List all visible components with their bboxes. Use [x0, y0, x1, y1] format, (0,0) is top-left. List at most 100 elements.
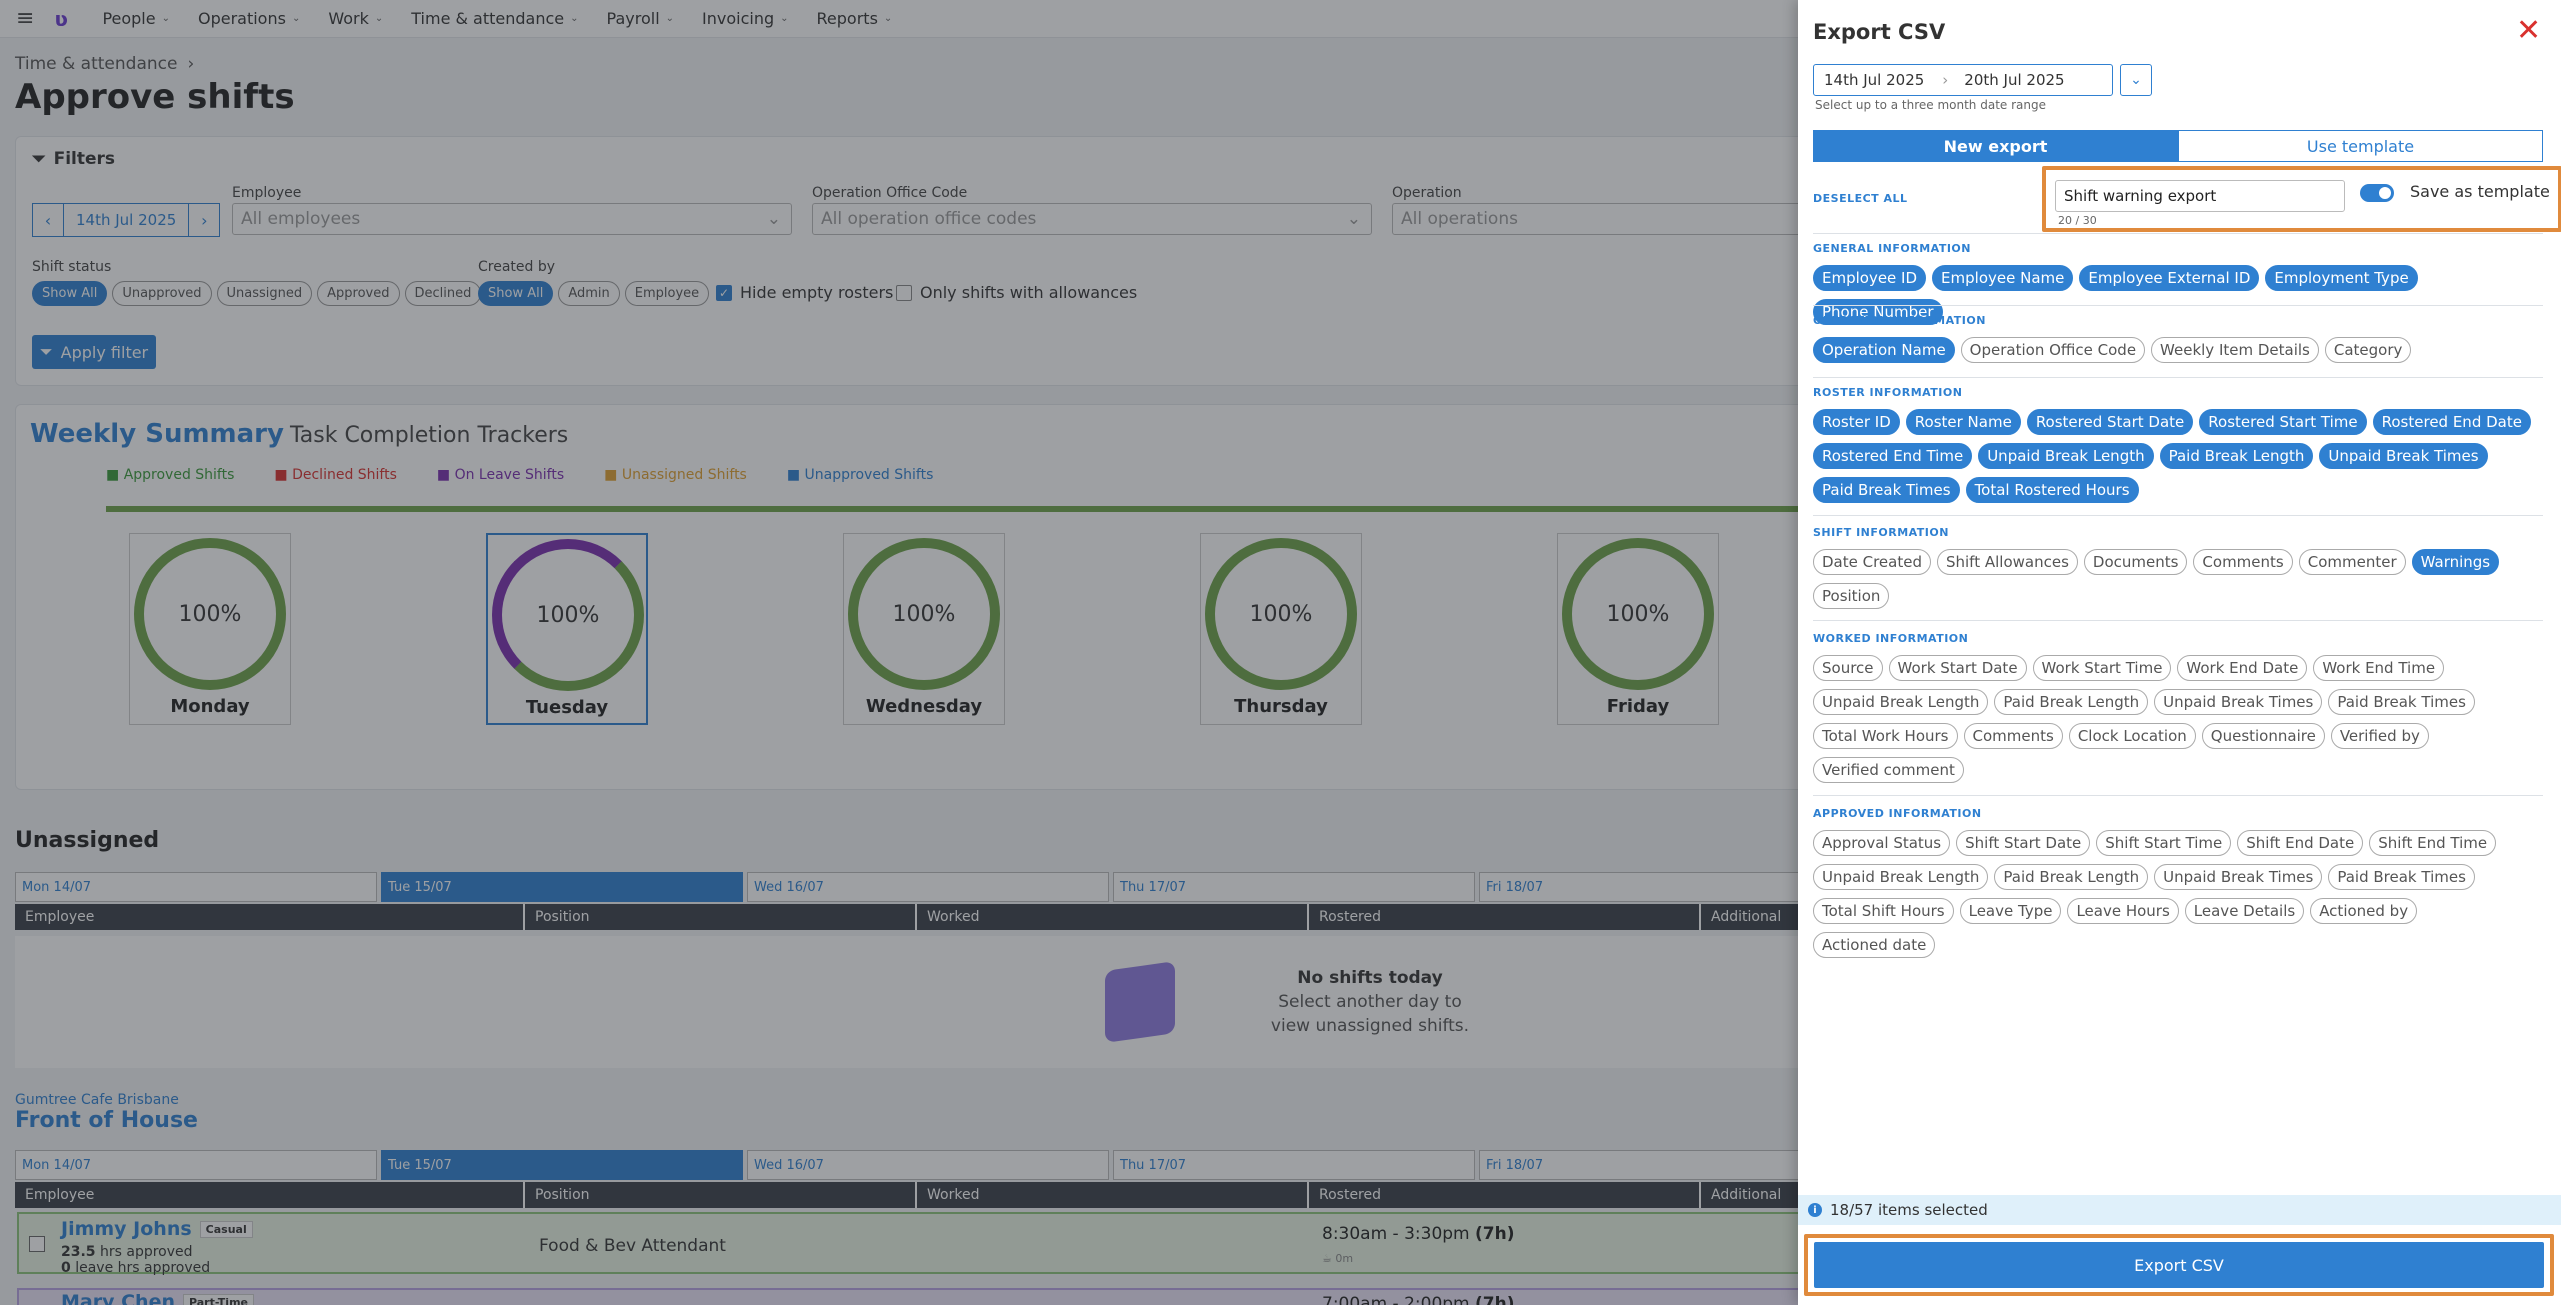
next-date-button[interactable]: › — [188, 203, 221, 237]
field-chip[interactable]: Actioned date — [1813, 932, 1936, 958]
status-show-all[interactable]: Show All — [32, 281, 108, 306]
day-card-wednesday[interactable]: 100% Wednesday — [843, 533, 1005, 725]
field-chip[interactable]: Paid Break Length — [1994, 689, 2149, 715]
field-chip[interactable]: Commenter — [2298, 549, 2406, 575]
field-chip[interactable]: Unpaid Break Length — [1978, 443, 2154, 469]
field-chip[interactable]: Total Rostered Hours — [1965, 477, 2139, 503]
only-allowances-checkbox[interactable]: Only shifts with allowances — [896, 283, 1137, 302]
field-chip[interactable]: Weekly Item Details — [2151, 337, 2319, 363]
hide-empty-rosters-checkbox[interactable]: ✓ Hide empty rosters — [716, 283, 893, 302]
field-chip[interactable]: Rostered End Time — [1813, 443, 1973, 469]
modal-backdrop[interactable] — [0, 0, 1798, 1305]
field-chip[interactable]: Work End Time — [2313, 655, 2445, 681]
field-chip[interactable]: Leave Hours — [2067, 898, 2179, 924]
nav-reports[interactable]: Reports ⌄ — [816, 9, 893, 28]
field-chip[interactable]: Employee External ID — [2079, 265, 2260, 291]
nav-work[interactable]: Work ⌄ — [328, 9, 384, 28]
status-approved[interactable]: Approved — [317, 281, 400, 306]
operation-select[interactable]: All operations — [1392, 203, 1816, 235]
field-chip[interactable]: Shift Start Date — [1956, 830, 2091, 856]
field-chip[interactable]: Operation Name — [1813, 337, 1955, 363]
day-card-monday[interactable]: 100% Monday — [129, 533, 291, 725]
date-value[interactable]: 14th Jul 2025 — [64, 203, 189, 237]
tab-wed[interactable]: Wed 16/07 — [747, 872, 1109, 902]
field-chip[interactable]: Category — [2324, 337, 2412, 363]
nav-operations[interactable]: Operations ⌄ — [197, 9, 301, 28]
apply-filter-button[interactable]: ⏷ Apply filter — [32, 335, 156, 369]
field-chip[interactable]: Date Created — [1813, 549, 1931, 575]
nav-time-attendance[interactable]: Time & attendance ⌄ — [411, 9, 579, 28]
field-chip[interactable]: Shift End Time — [2369, 830, 2497, 856]
tab-mon[interactable]: Mon 14/07 — [15, 1150, 377, 1180]
field-chip[interactable]: Phone Number — [1813, 299, 1943, 325]
table-row[interactable]: Jimmy Johns Casual 23.5 hrs approved 0 le… — [17, 1212, 1815, 1276]
field-chip[interactable]: Work End Date — [2177, 655, 2308, 681]
tab-fri[interactable]: Fri 18/07 — [1479, 1150, 1841, 1180]
field-chip[interactable]: Rostered Start Time — [2199, 409, 2367, 435]
field-chip[interactable]: Unpaid Break Times — [2154, 689, 2323, 715]
field-chip[interactable]: Rostered End Date — [2372, 409, 2531, 435]
field-chip[interactable]: Source — [1813, 655, 1883, 681]
app-logo[interactable]: ʋ — [54, 7, 77, 30]
field-chip[interactable]: Actioned by — [2310, 898, 2418, 924]
field-chip[interactable]: Total Work Hours — [1813, 723, 1958, 749]
field-chip[interactable]: Paid Break Length — [2159, 443, 2314, 469]
field-chip[interactable]: Roster ID — [1813, 409, 1900, 435]
field-chip[interactable]: Paid Break Times — [2328, 689, 2475, 715]
tab-wed[interactable]: Wed 16/07 — [747, 1150, 1109, 1180]
close-icon[interactable]: ✕ — [2516, 13, 2542, 48]
field-chip[interactable]: Shift End Date — [2237, 830, 2364, 856]
export-csv-button[interactable]: Export CSV — [1814, 1242, 2544, 1288]
field-chip[interactable]: Comments — [1963, 723, 2063, 749]
day-card-friday[interactable]: 100% Friday — [1557, 533, 1719, 725]
template-name-input[interactable]: Shift warning export — [2055, 180, 2345, 212]
date-range-input[interactable]: 14th Jul 2025 › 20th Jul 2025 — [1813, 64, 2113, 96]
save-as-template-toggle[interactable] — [2360, 184, 2394, 202]
field-chip[interactable]: Rostered Start Date — [2026, 409, 2194, 435]
status-declined[interactable]: Declined — [404, 281, 482, 306]
tab-thu[interactable]: Thu 17/07 — [1113, 1150, 1475, 1180]
created-show-all[interactable]: Show All — [478, 281, 554, 306]
field-chip[interactable]: Roster Name — [1905, 409, 2021, 435]
table-row[interactable]: Mary Chen Part-Time 7:00am - 2:00pm (7h) — [17, 1288, 1815, 1305]
nav-people[interactable]: People ⌄ — [102, 9, 170, 28]
day-card-thursday[interactable]: 100% Thursday — [1200, 533, 1362, 725]
created-admin[interactable]: Admin — [558, 281, 620, 306]
tab-tue[interactable]: Tue 15/07 — [381, 1150, 743, 1180]
field-chip[interactable]: Verified by — [2330, 723, 2429, 749]
field-chip[interactable]: Employee ID — [1813, 265, 1927, 291]
field-chip[interactable]: Shift Start Time — [2096, 830, 2232, 856]
row-checkbox[interactable] — [29, 1236, 45, 1252]
nav-invoicing[interactable]: Invoicing ⌄ — [702, 9, 789, 28]
tab-mon[interactable]: Mon 14/07 — [15, 872, 377, 902]
field-chip[interactable]: Warnings — [2411, 549, 2500, 575]
field-chip[interactable]: Employee Name — [1932, 265, 2074, 291]
created-employee[interactable]: Employee — [624, 281, 710, 306]
field-chip[interactable]: Unpaid Break Times — [2319, 443, 2488, 469]
field-chip[interactable]: Documents — [2083, 549, 2188, 575]
employee-name-link[interactable]: Jimmy Johns — [61, 1218, 192, 1240]
breadcrumb-link[interactable]: Time & attendance — [15, 54, 178, 74]
field-chip[interactable]: Work Start Date — [1888, 655, 2027, 681]
field-chip[interactable]: Questionnaire — [2201, 723, 2325, 749]
tab-fri[interactable]: Fri 18/07 — [1479, 872, 1841, 902]
tab-use-template[interactable]: Use template — [2178, 130, 2543, 162]
field-chip[interactable]: Position — [1813, 583, 1890, 609]
field-chip[interactable]: Clock Location — [2068, 723, 2196, 749]
field-chip[interactable]: Verified comment — [1813, 757, 1964, 783]
tab-thu[interactable]: Thu 17/07 — [1113, 872, 1475, 902]
field-chip[interactable]: Comments — [2193, 549, 2293, 575]
field-chip[interactable]: Paid Break Times — [2328, 864, 2475, 890]
status-unassigned[interactable]: Unassigned — [216, 281, 313, 306]
office-code-select[interactable]: All operation office codes ⌄ — [812, 203, 1372, 235]
menu-icon[interactable]: ≡ — [16, 6, 35, 31]
field-chip[interactable]: Paid Break Length — [1994, 864, 2149, 890]
field-chip[interactable]: Unpaid Break Times — [2154, 864, 2323, 890]
deselect-all-link[interactable]: DESELECT ALL — [1813, 192, 1908, 205]
chevron-down-icon[interactable]: ⌄ — [2120, 64, 2152, 96]
tab-tue[interactable]: Tue 15/07 — [381, 872, 743, 902]
field-chip[interactable]: Unpaid Break Length — [1813, 689, 1989, 715]
field-chip[interactable]: Work Start Time — [2032, 655, 2172, 681]
field-chip[interactable]: Leave Details — [2184, 898, 2305, 924]
field-chip[interactable]: Approval Status — [1813, 830, 1951, 856]
